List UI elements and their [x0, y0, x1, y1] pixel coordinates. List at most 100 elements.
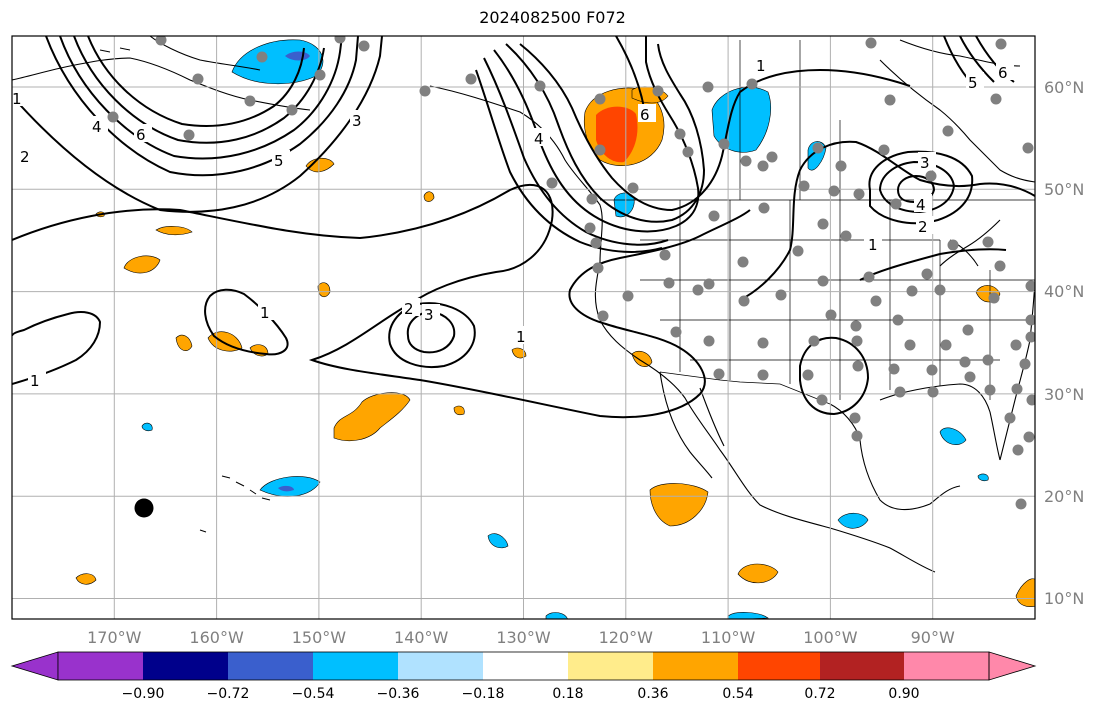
contour-label: 2: [404, 300, 414, 318]
positive-anomaly-core: [596, 106, 638, 163]
lon-label: 150°W: [292, 628, 347, 647]
great-lakes-a: [939, 219, 1001, 267]
colorbar-segment: [398, 652, 483, 680]
island-a: [199, 529, 207, 533]
colorbar-segment: [653, 652, 738, 680]
lat-label: 60°N: [1044, 78, 1084, 97]
contour-3-alaska: [45, 36, 359, 177]
contour-3-east: [878, 160, 956, 214]
colorbar-segment: [904, 652, 989, 680]
positive-anomaly-m: [631, 350, 653, 367]
negative-anomaly-pacific: [487, 533, 509, 549]
contour-5-hudson: [959, 36, 995, 83]
lon-label: 130°W: [496, 628, 551, 647]
lat-label: 10°N: [1044, 589, 1084, 608]
contour-1-pacific: [12, 184, 751, 419]
contour-1-west: [12, 311, 102, 385]
contour-label: 3: [424, 306, 434, 324]
lon-label: 140°W: [394, 628, 449, 647]
colorbar: −0.90 −0.72 −0.54 −0.36 −0.18 0.18 0.36 …: [10, 651, 1037, 702]
contour-label: 2: [20, 148, 30, 166]
colorbar-segment: [820, 652, 904, 680]
lat-label: 50°N: [1044, 180, 1084, 199]
typhoon-marker: [134, 498, 154, 518]
contour-5-alaska: [73, 36, 325, 144]
contour-label: 6: [998, 64, 1008, 82]
colorbar-segment: [483, 652, 568, 680]
positive-anomaly-a: [123, 255, 161, 274]
negative-anomaly-small: [141, 422, 153, 432]
lat-label: 20°N: [1044, 487, 1084, 506]
colorbar-tick: −0.72: [207, 686, 250, 702]
contour-4-east: [896, 174, 936, 204]
colorbar-tick: −0.90: [122, 686, 165, 702]
colorbar-tick: 0.54: [722, 686, 753, 702]
negative-anomaly-alaska: [231, 39, 324, 85]
colorbar-tick: 0.18: [552, 686, 583, 702]
colorbar-tick: 0.72: [804, 686, 835, 702]
contour-4-ridge: [483, 57, 669, 246]
hudson-bay-coast: [879, 59, 1035, 183]
negative-anomaly-tiny: [977, 473, 989, 482]
contour-1-midwest: [859, 248, 1007, 281]
negative-anomaly-mexico: [837, 512, 869, 529]
lon-label: 100°W: [803, 628, 858, 647]
contour-label: 2: [918, 218, 928, 236]
positive-anomaly-p: [737, 563, 779, 584]
contour-label: 4: [916, 196, 926, 214]
lat-label: 40°N: [1044, 282, 1084, 301]
lat-axis-labels: 10°N 20°N 30°N 40°N 50°N 60°N: [1044, 78, 1084, 608]
lon-label: 90°W: [911, 628, 955, 647]
positive-anomaly-l: [511, 347, 527, 359]
negative-anomaly-florida: [939, 427, 967, 445]
positive-anomaly-j: [333, 392, 411, 441]
positive-anomaly-g: [175, 334, 193, 351]
colorbar-segment: [228, 652, 313, 680]
contour-1-texas: [799, 336, 870, 416]
contour-label: 6: [136, 126, 146, 144]
negative-anomaly-bottom: [727, 612, 769, 619]
positive-anomaly-d: [305, 157, 335, 173]
map-title: 2024082500 F072: [479, 8, 626, 27]
hawaii-islands: [221, 475, 271, 501]
colorbar-tick: 0.36: [637, 686, 668, 702]
colorbar-segment: [58, 652, 143, 680]
contour-label: 6: [640, 106, 650, 124]
contour-2-east: [868, 150, 974, 225]
contour-label: 1: [260, 304, 270, 322]
negative-anomaly-bottom-b: [545, 612, 568, 619]
contour-label: 1: [756, 57, 766, 75]
colorbar-extend-high: [988, 651, 1037, 681]
contour-1-closed: [204, 288, 289, 356]
contour-2-ridge: [505, 43, 706, 223]
colorbar-segment: [143, 652, 228, 680]
colorbar-segment: [568, 652, 653, 680]
contour-label: 3: [920, 154, 930, 172]
map-area: 1 1 1 1 1 1 2 2 2 3 3 3 4 4: [12, 36, 1035, 619]
colorbar-tick: −0.54: [292, 686, 335, 702]
colorbar-extend-low: [10, 651, 59, 681]
positive-anomaly-e: [423, 191, 435, 202]
contour-label: 1: [30, 372, 40, 390]
contour-labels: 1 1 1 1 1 1 2 2 2 3 3 3 4 4: [12, 56, 1014, 390]
contour-label: 1: [516, 328, 526, 346]
contour-label: 1: [12, 90, 22, 108]
colorbar-tick: −0.18: [462, 686, 505, 702]
positive-anomaly-f: [317, 282, 331, 298]
positive-anomaly-b: [155, 226, 193, 236]
station-dots: [107, 36, 1035, 510]
map-frame: [11, 35, 1036, 620]
lon-label: 170°W: [87, 628, 142, 647]
contour-5-ridge: [475, 69, 663, 253]
contour-label: 4: [92, 118, 102, 136]
positive-anomaly-o: [649, 483, 709, 527]
negative-anomaly-hawaii-core: [278, 485, 294, 492]
atlantic-coast: [999, 279, 1035, 461]
contour-label: 3: [352, 112, 362, 130]
colorbar-segment: [738, 652, 820, 680]
lon-axis-labels: 170°W 160°W 150°W 140°W 130°W 120°W 110°…: [87, 628, 955, 647]
contour-label: 5: [274, 152, 284, 170]
lon-label: 120°W: [599, 628, 654, 647]
mexico-gulf-coast: [829, 403, 961, 511]
